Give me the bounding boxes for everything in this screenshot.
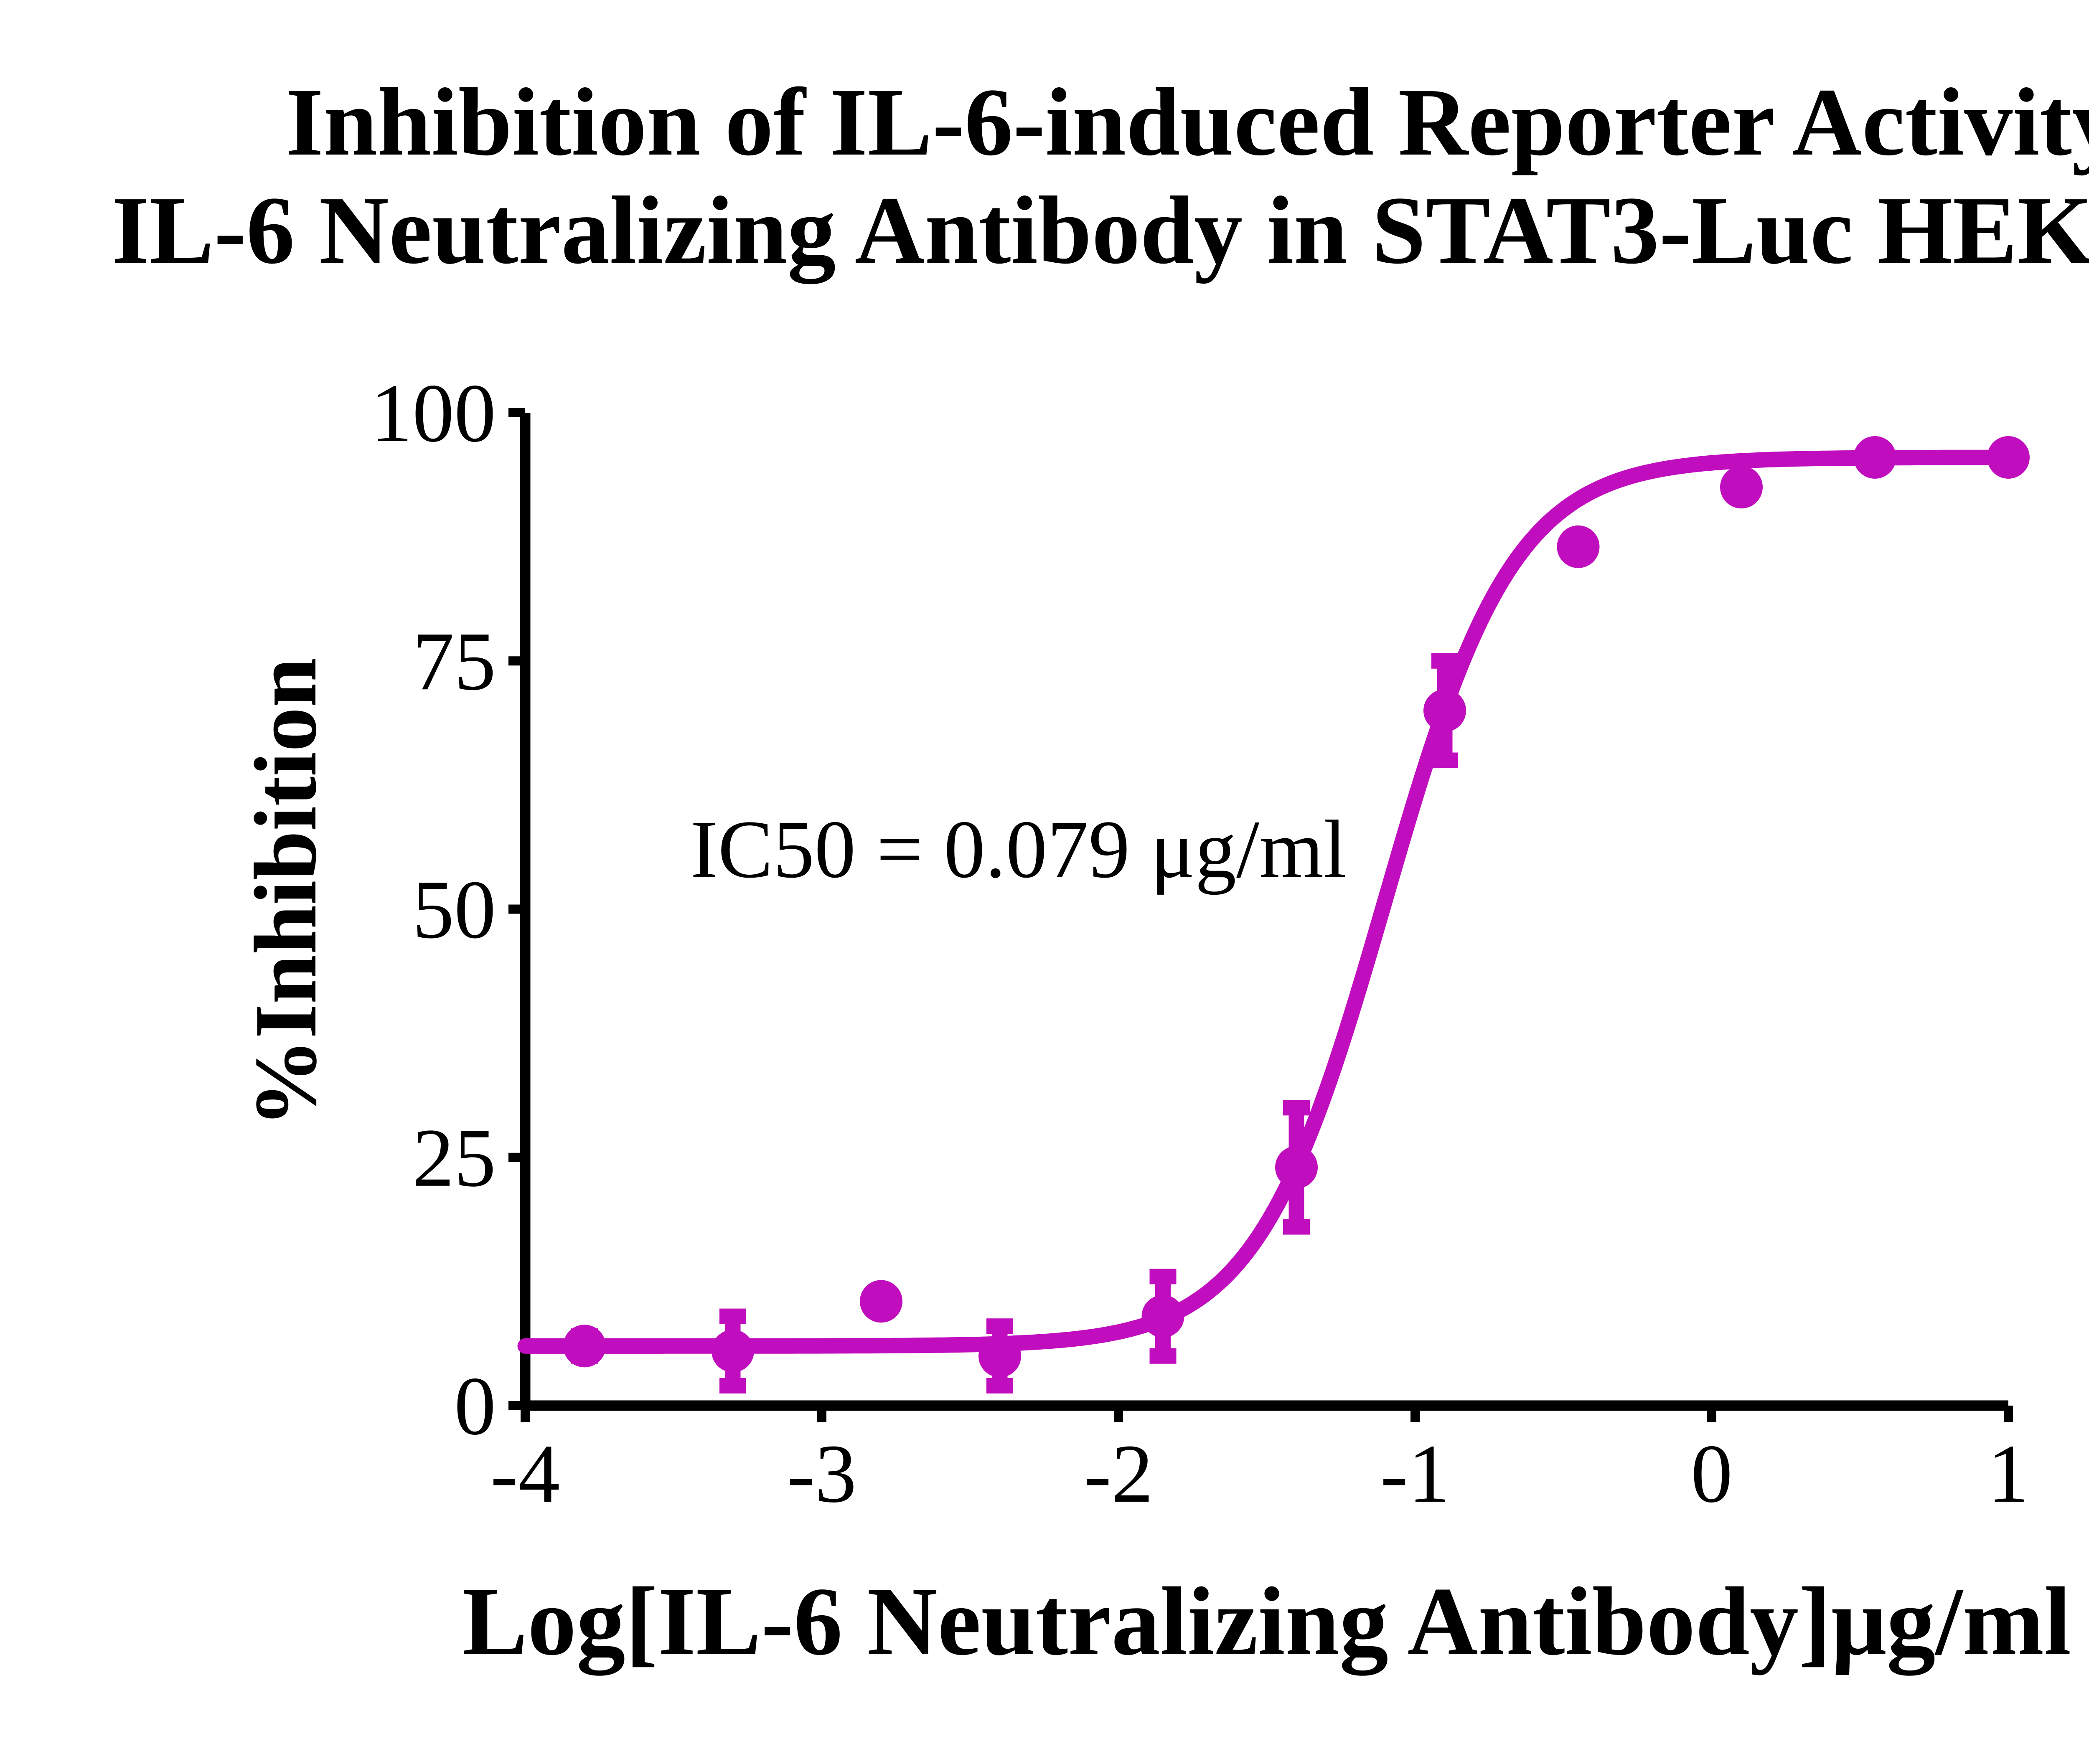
svg-text:25: 25 — [412, 1112, 496, 1204]
svg-text:-3: -3 — [787, 1428, 857, 1520]
svg-text:50: 50 — [412, 864, 496, 956]
svg-text:%Inhibition: %Inhibition — [236, 658, 335, 1128]
svg-text:-4: -4 — [490, 1428, 560, 1520]
svg-text:0: 0 — [454, 1360, 496, 1452]
svg-text:100: 100 — [371, 367, 496, 459]
svg-text:Log[IL-6 Neutralizing Antibody: Log[IL-6 Neutralizing Antibody]μg/ml — [463, 1567, 2071, 1676]
svg-text:-1: -1 — [1380, 1428, 1450, 1520]
svg-text:75: 75 — [412, 615, 496, 708]
svg-text:1: 1 — [1987, 1428, 2029, 1520]
svg-text:-2: -2 — [1084, 1428, 1154, 1520]
svg-text:IL-6 Neutralizing Antibody in: IL-6 Neutralizing Antibody in STAT3-Luc … — [112, 177, 2089, 284]
svg-text:IC50 = 0.079 μg/ml: IC50 = 0.079 μg/ml — [690, 804, 1347, 895]
svg-text:0: 0 — [1691, 1428, 1733, 1520]
svg-text:Inhibition of IL-6-induced Rep: Inhibition of IL-6-induced Reporter Acti… — [286, 69, 2089, 176]
